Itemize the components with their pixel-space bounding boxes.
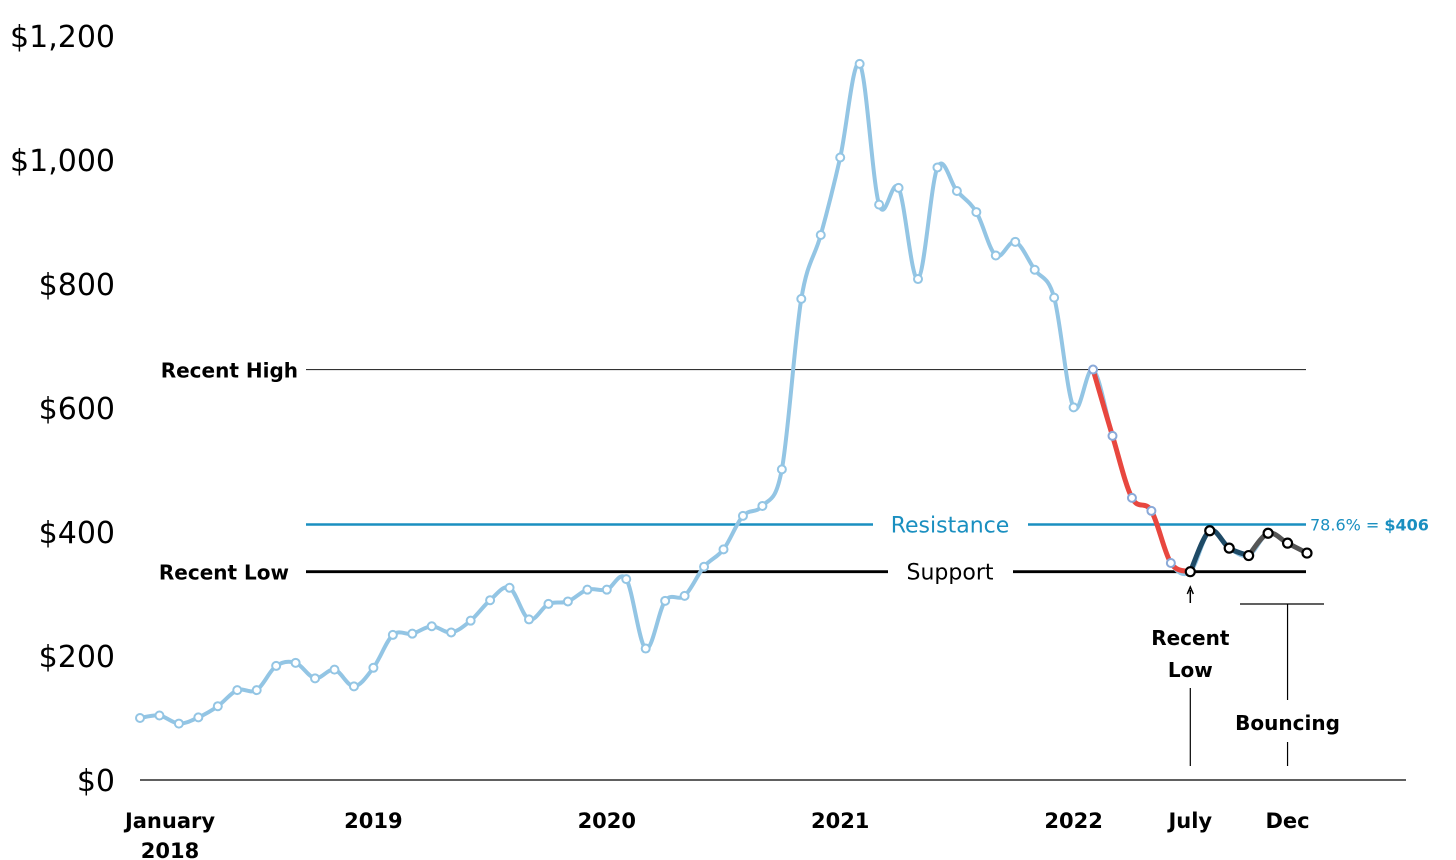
data-point xyxy=(990,250,1001,261)
data-point xyxy=(660,595,671,606)
data-point xyxy=(232,685,243,696)
data-point xyxy=(1068,402,1079,413)
data-point xyxy=(212,701,223,712)
series-line xyxy=(138,61,1309,726)
data-point xyxy=(1184,566,1196,578)
data-point xyxy=(368,662,379,673)
data-point xyxy=(524,614,534,625)
data-point xyxy=(1010,236,1021,247)
data-point xyxy=(154,710,165,721)
data-point xyxy=(485,595,496,606)
data-point xyxy=(290,657,301,668)
data-point xyxy=(1204,525,1216,537)
data-point xyxy=(1029,264,1040,275)
data-point xyxy=(932,162,943,173)
annotation-bouncing: Bouncing xyxy=(1235,711,1340,735)
highlight-segment-2 xyxy=(1187,527,1252,575)
x-tick-label: January xyxy=(123,809,215,833)
data-point xyxy=(874,199,885,210)
data-point xyxy=(504,582,515,593)
annotation-recent-low: Recent xyxy=(1151,626,1230,650)
data-point xyxy=(679,590,690,601)
data-point xyxy=(1243,549,1255,562)
data-point xyxy=(1146,505,1157,516)
y-tick-label: $600 xyxy=(39,392,115,427)
data-point xyxy=(407,628,418,639)
recent-low-arrowhead xyxy=(1186,585,1194,595)
highlight-segment-1 xyxy=(1090,367,1193,575)
data-point xyxy=(815,230,826,241)
y-tick-label: $200 xyxy=(39,640,115,675)
data-point xyxy=(1301,547,1313,559)
fib-level-label: 78.6% = $406 xyxy=(1310,516,1429,535)
x-tick-label: 2021 xyxy=(811,809,869,833)
data-point xyxy=(1126,492,1137,503)
x-tick-label: 2020 xyxy=(578,809,636,833)
data-point xyxy=(640,643,651,654)
y-tick-label: $1,000 xyxy=(10,144,115,179)
data-point xyxy=(621,574,632,585)
x-tick-label: 2022 xyxy=(1044,809,1102,833)
data-point xyxy=(193,712,204,723)
x-tick-label: 2018 xyxy=(141,839,199,860)
data-point xyxy=(1049,292,1060,303)
data-point xyxy=(251,685,262,696)
data-point xyxy=(348,681,359,692)
y-tick-label: $1,200 xyxy=(10,20,115,55)
data-point xyxy=(329,664,340,675)
data-point xyxy=(543,598,554,609)
data-point xyxy=(271,660,282,671)
annotation-recent-low: Low xyxy=(1168,658,1213,682)
data-point xyxy=(562,596,573,607)
highlight-segment-3 xyxy=(1246,530,1310,559)
y-tick-label: $0 xyxy=(77,764,115,799)
y-tick-label: $400 xyxy=(39,516,115,551)
data-point xyxy=(913,274,923,285)
data-point xyxy=(135,713,145,723)
level-left-label-support: Recent Low xyxy=(159,561,289,585)
data-point xyxy=(310,673,321,684)
data-point xyxy=(699,561,710,572)
data-point xyxy=(426,621,437,632)
data-point xyxy=(1262,527,1274,539)
level-label-support: Support xyxy=(907,561,994,586)
data-point xyxy=(465,615,476,626)
data-point xyxy=(387,629,398,640)
data-point xyxy=(446,627,457,638)
x-tick-label: 2019 xyxy=(344,809,402,833)
data-point xyxy=(893,182,904,193)
x-tick-label: July xyxy=(1166,809,1212,833)
data-point xyxy=(971,207,982,218)
level-label-high: Recent High xyxy=(161,359,298,383)
data-point xyxy=(757,500,768,511)
level-label-resistance: Resistance xyxy=(891,514,1010,539)
data-point xyxy=(718,544,729,555)
data-point xyxy=(854,58,865,69)
data-point xyxy=(796,293,807,304)
data-point xyxy=(776,464,787,475)
data-point xyxy=(173,718,184,729)
data-point xyxy=(582,584,593,595)
data-point xyxy=(1107,430,1118,441)
data-point xyxy=(951,186,962,196)
data-point xyxy=(1165,558,1176,568)
data-point xyxy=(835,152,846,163)
data-point xyxy=(601,584,612,595)
x-tick-label: Dec xyxy=(1265,809,1309,833)
data-point xyxy=(1281,537,1294,549)
data-point xyxy=(737,510,748,521)
y-tick-label: $800 xyxy=(39,268,115,303)
data-point xyxy=(1088,364,1099,375)
data-point xyxy=(1223,542,1235,554)
